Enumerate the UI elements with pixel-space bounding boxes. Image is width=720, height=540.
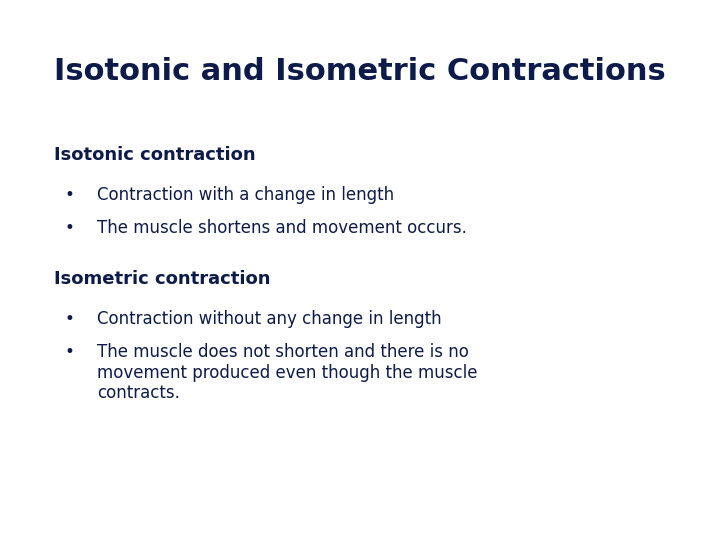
Text: Contraction with a change in length: Contraction with a change in length [97, 186, 395, 204]
Text: The muscle shortens and movement occurs.: The muscle shortens and movement occurs. [97, 219, 467, 237]
Text: The muscle does not shorten and there is no
movement produced even though the mu: The muscle does not shorten and there is… [97, 343, 477, 402]
Text: •: • [65, 186, 75, 204]
Text: Isotonic contraction: Isotonic contraction [54, 146, 256, 164]
Text: •: • [65, 343, 75, 361]
Text: •: • [65, 219, 75, 237]
Text: Isometric contraction: Isometric contraction [54, 270, 271, 288]
Text: •: • [65, 310, 75, 328]
Text: Contraction without any change in length: Contraction without any change in length [97, 310, 442, 328]
Text: Isotonic and Isometric Contractions: Isotonic and Isometric Contractions [54, 57, 666, 86]
